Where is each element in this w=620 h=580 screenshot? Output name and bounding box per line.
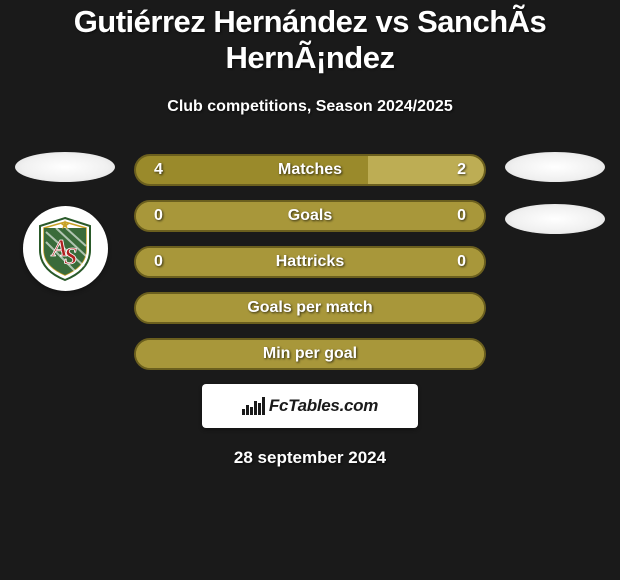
stat-pill: Min per goal bbox=[134, 338, 486, 370]
title-left-player: Gutiérrez Hernández bbox=[74, 4, 368, 39]
content-row: A S 4 2 Matches 0 0 Goals 0 0 Hattricks Goals per… bbox=[0, 154, 620, 370]
comparison-infographic: Gutiérrez Hernández vs SanchÃ­s HernÃ¡nd… bbox=[0, 0, 620, 580]
right-player-column bbox=[490, 154, 620, 370]
date-line: 28 september 2024 bbox=[0, 448, 620, 468]
stat-pill: Goals per match bbox=[134, 292, 486, 324]
stat-value-left: 0 bbox=[154, 253, 163, 271]
stats-column: 4 2 Matches 0 0 Goals 0 0 Hattricks Goals per mat… bbox=[130, 154, 490, 370]
club-badge-placeholder bbox=[505, 204, 605, 234]
page-title: Gutiérrez Hernández vs SanchÃ­s HernÃ¡nd… bbox=[0, 0, 620, 76]
brand-badge: FcTables.com bbox=[202, 384, 418, 428]
club-badge-left: A S bbox=[23, 206, 108, 291]
bar-chart-icon bbox=[242, 397, 265, 415]
stat-pill: 0 0 Goals bbox=[134, 200, 486, 232]
svg-text:S: S bbox=[64, 244, 77, 270]
title-vs: vs bbox=[376, 4, 409, 39]
brand-text: FcTables.com bbox=[269, 396, 378, 416]
stat-label: Hattricks bbox=[276, 253, 344, 271]
stat-pill: 4 2 Matches bbox=[134, 154, 486, 186]
stat-value-right: 0 bbox=[457, 207, 466, 225]
stat-value-left: 4 bbox=[154, 161, 163, 179]
stat-value-right: 0 bbox=[457, 253, 466, 271]
subtitle: Club competitions, Season 2024/2025 bbox=[0, 98, 620, 116]
stat-label: Goals bbox=[288, 207, 332, 225]
stat-label: Goals per match bbox=[247, 299, 372, 317]
left-player-column: A S bbox=[0, 154, 130, 370]
club-crest-icon: A S bbox=[30, 214, 100, 284]
stat-label: Min per goal bbox=[263, 345, 357, 363]
stat-label: Matches bbox=[278, 161, 342, 179]
stat-value-right: 2 bbox=[457, 161, 466, 179]
player-avatar-placeholder bbox=[15, 152, 115, 182]
stat-value-left: 0 bbox=[154, 207, 163, 225]
player-avatar-placeholder bbox=[505, 152, 605, 182]
stat-fill-right bbox=[368, 156, 484, 184]
stat-pill: 0 0 Hattricks bbox=[134, 246, 486, 278]
